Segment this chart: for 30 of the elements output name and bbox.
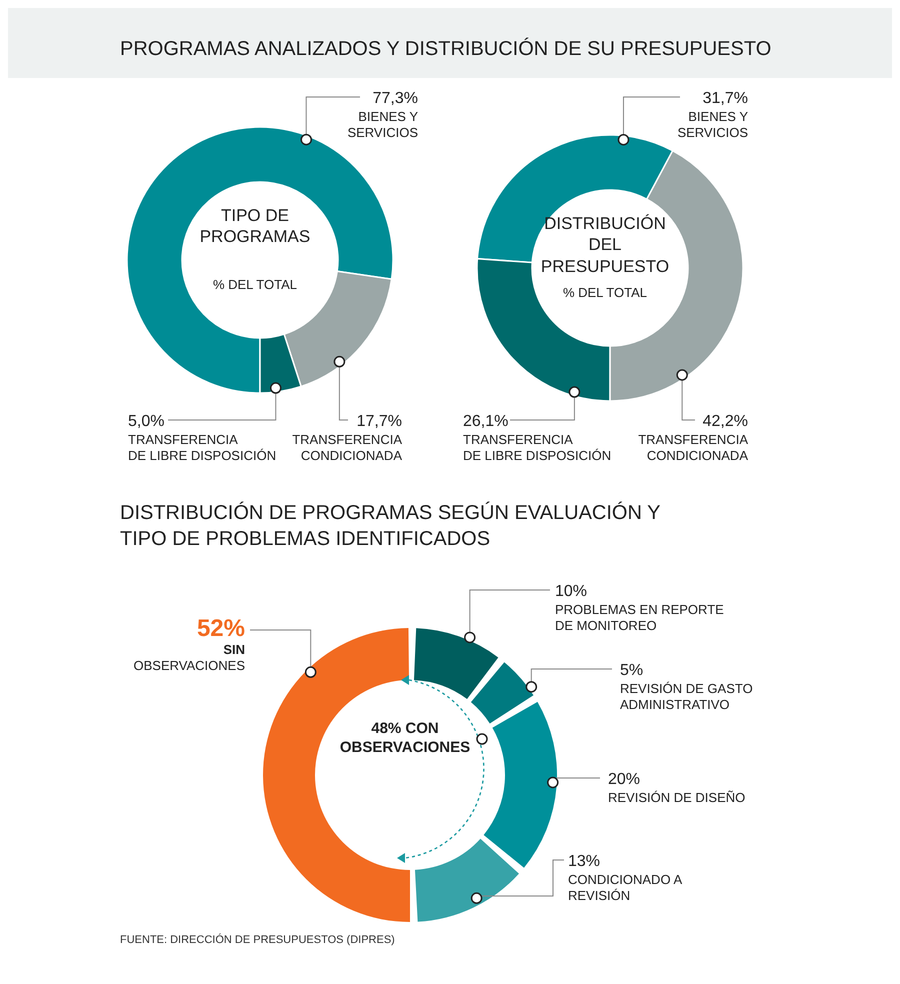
source-note: FUENTE: DIRECCIÓN DE PRESUPUESTOS (DIPRES) <box>120 934 395 946</box>
data-label: 26,1% <box>463 413 508 430</box>
text: % DEL TOTAL <box>562 285 648 302</box>
text: DISTRIBUCIÓN DEL PRESUPUESTO <box>540 213 670 277</box>
chart-title: DISTRIBUCIÓN DE PROGRAMAS SEGÚN EVALUACIÓN Y TIPO DE PROBLEMAS IDENTIFICADOS <box>120 500 662 552</box>
slice-label: REVISIÓN DE GASTO ADMINISTRATIVO <box>620 681 753 712</box>
data-label: 17,7% <box>356 413 402 430</box>
slice-label: REVISIÓN DE DISEÑO <box>608 790 746 805</box>
slice-label: TRANSFERENCIA CONDICIONADA <box>292 432 402 463</box>
slice-label: BIENES Y SERVICIOS <box>677 109 748 140</box>
slice-label: SIN OBSERVACIONES <box>134 642 246 673</box>
text: 48% CON OBSERVACIONES <box>338 720 472 758</box>
slice-label: TRANSFERENCIA CONDICIONADA <box>638 432 748 463</box>
data-label: 31,7% <box>702 90 748 107</box>
data-label: 10% <box>555 583 588 600</box>
data-label: 52% <box>196 615 245 642</box>
chart-title: PROGRAMAS ANALIZADOS Y DISTRIBUCIÓN DE SU PRESUPUESTO <box>120 38 772 61</box>
slice-label: BIENES Y SERVICIOS <box>347 109 418 140</box>
text: % DEL TOTAL <box>212 277 298 294</box>
data-label: 77,3% <box>372 90 418 107</box>
slice-label: TRANSFERENCIA DE LIBRE DISPOSICIÓN <box>128 432 276 463</box>
data-label: 20% <box>608 771 640 788</box>
text: TIPO DE PROGRAMAS <box>198 205 312 248</box>
slice-label: TRANSFERENCIA DE LIBRE DISPOSICIÓN <box>463 432 612 463</box>
data-label: 42,2% <box>702 413 748 430</box>
data-label: 5,0% <box>128 413 164 430</box>
data-label: 5% <box>620 662 644 679</box>
data-label: 13% <box>568 853 600 870</box>
slice-label: PROBLEMAS EN REPORTE DE MONITOREO <box>555 602 724 633</box>
slice-label: CONDICIONADO A REVISIÓN <box>568 872 682 903</box>
